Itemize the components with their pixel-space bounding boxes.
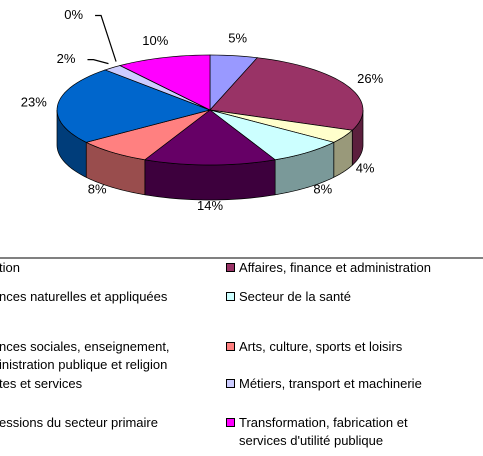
data-label: 14% (197, 198, 223, 213)
data-label: 8% (313, 181, 332, 196)
legend-swatch (226, 342, 235, 351)
slice (85, 109, 211, 161)
data-label: 0% (64, 7, 83, 22)
legend-label: Arts, culture, sports et loisirs (239, 339, 403, 354)
data-label: 5% (228, 30, 247, 45)
data-label: 2% (57, 51, 76, 66)
legend-label: tes et services (0, 376, 83, 391)
data-label: 8% (88, 181, 107, 196)
legend-swatch (226, 292, 235, 301)
legend-label: Secteur de la santé (239, 289, 352, 304)
legend-label: Transformation, fabrication et services … (239, 415, 408, 448)
legend-label: nces sociales, enseignement, inistration… (0, 339, 170, 372)
legend-label: Affaires, finance et administration (239, 260, 431, 275)
slice (209, 109, 354, 143)
data-label: 26% (357, 71, 383, 86)
data-label: 23% (21, 95, 47, 110)
leader-line (95, 14, 117, 62)
legend-label: nces naturelles et appliquées (0, 289, 168, 304)
legend-label: Métiers, transport et machinerie (239, 376, 422, 391)
legend-label: tion (0, 260, 20, 275)
slice-side (144, 159, 276, 201)
slice (209, 109, 335, 161)
slice (143, 109, 277, 166)
leader-line (87, 59, 109, 65)
slice (119, 54, 211, 111)
legend-label: essions du secteur primaire (0, 415, 158, 430)
data-label: 10% (142, 33, 168, 48)
slice (209, 54, 258, 111)
legend-swatch (226, 263, 235, 272)
data-label: 4% (356, 161, 375, 176)
slice (209, 57, 364, 131)
legend-swatch (226, 379, 235, 388)
legend-swatch (226, 418, 235, 427)
slice (56, 69, 212, 143)
